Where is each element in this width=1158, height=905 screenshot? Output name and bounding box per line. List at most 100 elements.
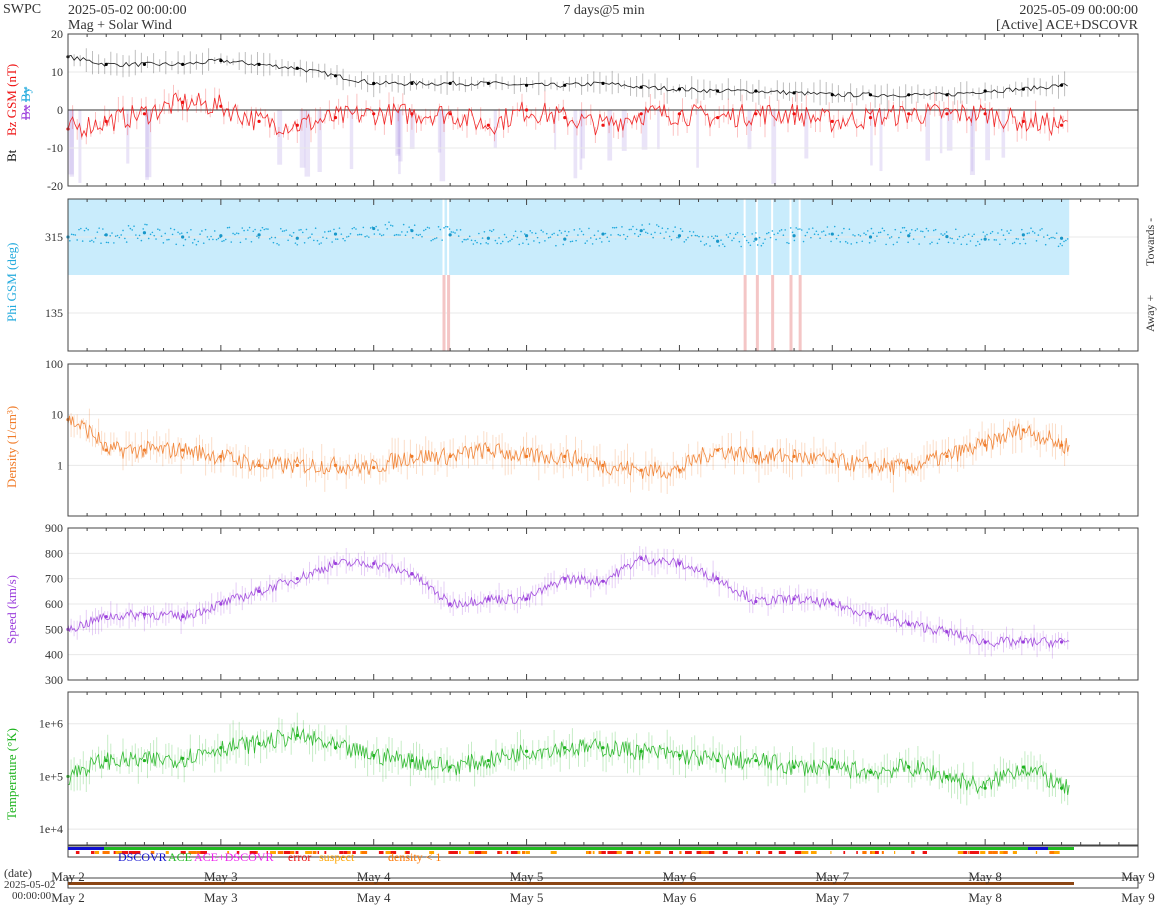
temperature-point	[792, 765, 796, 769]
phi-noise-point	[1057, 245, 1060, 248]
phi-noise-point	[256, 235, 258, 238]
phi-noise-point	[738, 240, 741, 243]
phi-point	[1059, 236, 1064, 240]
phi-point	[486, 236, 490, 240]
phi-noise-point	[98, 227, 100, 229]
phi-noise-point	[1022, 238, 1025, 240]
phi-noise-point	[307, 237, 310, 239]
phi-noise-point	[540, 229, 543, 232]
phi-noise-point	[896, 241, 898, 243]
temperature-point	[639, 749, 643, 753]
phi-noise-point	[164, 232, 167, 235]
phi-noise-point	[536, 236, 539, 239]
temperature-point	[142, 758, 147, 763]
phi-noise-point	[1052, 236, 1054, 239]
phi-ylabel: Phi GSM (deg)	[4, 243, 19, 322]
phi-noise-point	[201, 230, 203, 232]
phi-noise-point	[670, 238, 673, 241]
density-point	[830, 459, 834, 463]
phi-noise-point	[865, 233, 867, 236]
phi-noise-point	[80, 227, 82, 230]
bt-point	[677, 87, 682, 91]
phi-noise-point	[622, 233, 625, 236]
phi-noise-point	[929, 243, 931, 245]
phi-panel: 315 135	[45, 198, 1139, 352]
phi-noise-point	[263, 228, 266, 231]
quality-flag	[102, 851, 110, 854]
density-point	[524, 454, 529, 459]
quality-flag	[894, 851, 896, 854]
phi-noise-point	[358, 233, 361, 236]
phi-point	[868, 235, 873, 239]
phi-noise-point	[564, 230, 566, 233]
phi-noise-point	[810, 236, 812, 239]
phi-noise-point	[169, 227, 172, 230]
quality-flag	[516, 851, 521, 854]
density-point	[639, 468, 643, 472]
speed-point	[868, 612, 873, 616]
phi-noise-point	[989, 232, 992, 235]
phi-noise-point	[391, 225, 394, 227]
phi-noise-point	[1055, 232, 1058, 234]
phi-noise-point	[542, 231, 544, 233]
phi-noise-point	[714, 235, 717, 237]
speed-point	[754, 599, 758, 604]
phi-noise-point	[193, 238, 196, 241]
phi-noise-point	[325, 237, 328, 239]
temperature-point	[983, 786, 987, 790]
phi-noise-point	[958, 235, 961, 238]
phi-noise-point	[213, 230, 216, 232]
phi-noise-point	[740, 245, 742, 248]
bottom-timeline: (date) 2025-05-02 00:00:00	[4, 866, 1139, 902]
speed-point	[716, 577, 720, 581]
density-point	[907, 466, 911, 470]
bz-point	[448, 112, 452, 116]
phi-noise-point	[206, 236, 209, 238]
phi-noise-point	[611, 226, 614, 229]
phi-noise-point	[762, 242, 764, 245]
chart-subtitle: Mag + Solar Wind	[68, 18, 172, 33]
phi-noise-point	[401, 231, 403, 233]
quality-flag	[862, 851, 867, 854]
phi-noise-point	[188, 236, 190, 238]
speed-point	[295, 577, 299, 581]
phi-noise-point	[413, 224, 416, 226]
phi-noise-point	[1054, 237, 1056, 239]
bz-point	[372, 112, 376, 116]
phi-point	[1021, 233, 1025, 237]
bz-point	[333, 116, 338, 120]
phi-noise-point	[509, 240, 511, 242]
phi-noise-point	[344, 239, 346, 242]
phi-noise-point	[945, 231, 948, 233]
phi-noise-point	[890, 236, 893, 238]
phi-noise-point	[224, 238, 227, 241]
x-tick-label: May 2	[51, 890, 85, 905]
phi-noise-point	[87, 228, 89, 231]
phi-noise-point	[395, 233, 398, 236]
bt-point	[639, 85, 643, 89]
away-spike	[755, 275, 759, 351]
phi-noise-point	[199, 233, 201, 235]
phi-noise-point	[364, 235, 366, 238]
phi-noise-point	[707, 236, 709, 238]
quality-flag	[295, 851, 299, 854]
phi-noise-point	[582, 233, 585, 236]
speed-point	[792, 597, 796, 601]
phi-noise-point	[111, 232, 113, 234]
phi-noise-point	[428, 227, 431, 229]
phi-point	[716, 239, 720, 243]
phi-noise-point	[788, 242, 790, 245]
phi-noise-point	[881, 227, 884, 230]
phi-noise-point	[373, 233, 376, 235]
quality-flag	[305, 851, 312, 854]
bx-shading	[439, 110, 446, 182]
bz-point	[754, 112, 758, 116]
phi-noise-point	[575, 239, 577, 242]
phi-noise-point	[529, 230, 532, 232]
away-spike	[789, 275, 793, 351]
legend-ace-dscovr: ACE+DSCOVR	[194, 850, 273, 864]
quality-flag	[746, 851, 749, 854]
phi-point	[372, 226, 376, 231]
phi-noise-point	[92, 241, 95, 243]
phi-noise-point	[424, 228, 427, 231]
